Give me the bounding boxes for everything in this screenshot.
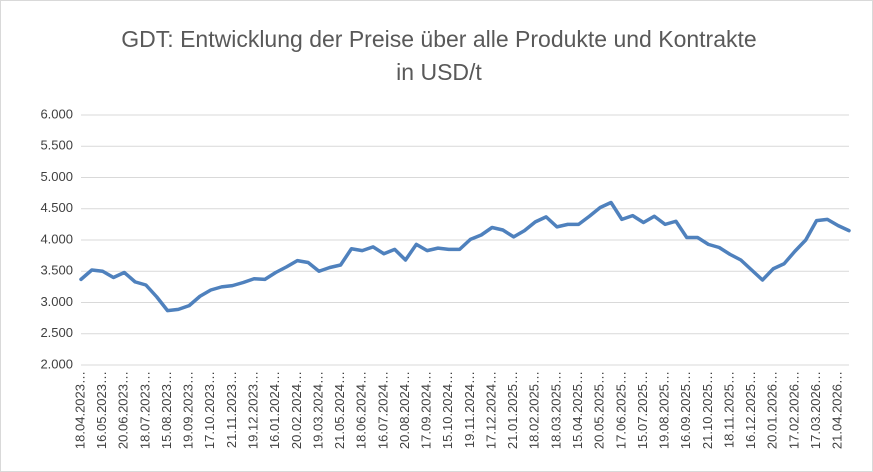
x-tick-label: 15.08.2023… (159, 371, 174, 449)
x-tick-label: 20.06.2023… (116, 371, 131, 449)
y-tick-label: 4.500 (40, 200, 73, 215)
y-tick-label: 4.000 (40, 231, 73, 246)
y-tick-label: 5.000 (40, 169, 73, 184)
x-tick-label: 19.03.2024… (310, 371, 325, 449)
y-tick-label: 6.000 (40, 106, 73, 121)
x-tick-label: 21.10.2025… (700, 371, 715, 449)
x-tick-label: 17.10.2023… (202, 371, 217, 449)
x-tick-label: 16.01.2024… (267, 371, 282, 449)
x-tick-label: 20.05.2025… (592, 371, 607, 449)
x-tick-label: 16.12.2025… (743, 371, 758, 449)
x-tick-label: 20.08.2024… (397, 371, 412, 449)
x-tick-label: 17.06.2025… (613, 371, 628, 449)
x-tick-label: 18.04.2023… (72, 371, 87, 449)
x-tick-label: 17.03.2026… (808, 371, 823, 449)
y-tick-label: 3.000 (40, 294, 73, 309)
x-tick-label: 19.09.2023… (181, 371, 196, 449)
x-tick-label: 20.02.2024… (289, 371, 304, 449)
x-tick-label: 17.09.2024… (419, 371, 434, 449)
x-tick-label: 21.04.2026… (830, 371, 845, 449)
x-tick-label: 17.02.2026… (786, 371, 801, 449)
y-tick-label: 2.500 (40, 325, 73, 340)
y-tick-label: 2.000 (40, 356, 73, 371)
x-tick-label: 18.03.2025… (548, 371, 563, 449)
x-tick-label: 18.11.2025… (721, 371, 736, 448)
x-tick-label: 16.09.2025… (678, 371, 693, 449)
x-tick-label: 15.04.2025… (570, 371, 585, 449)
y-tick-label: 5.500 (40, 138, 73, 153)
x-tick-label: 18.06.2024… (354, 371, 369, 449)
x-tick-label: 16.05.2023… (94, 371, 109, 449)
x-tick-label: 19.12.2023… (246, 371, 261, 449)
x-tick-label: 15.07.2025… (635, 371, 650, 449)
x-tick-label: 20.01.2026… (765, 371, 780, 449)
x-tick-label: 15.10.2024… (440, 371, 455, 449)
x-tick-label: 21.11.2023… (224, 371, 239, 448)
x-tick-label: 19.11.2024… (462, 371, 477, 448)
x-tick-label: 18.02.2025… (527, 371, 542, 449)
y-tick-label: 3.500 (40, 263, 73, 278)
data-line (79, 200, 851, 313)
x-tick-label: 19.08.2025… (657, 371, 672, 449)
x-tick-label: 21.01.2025… (505, 371, 520, 449)
x-tick-label: 18.07.2023… (137, 371, 152, 449)
chart-title: GDT: Entwicklung der Preise über alle Pr… (121, 26, 757, 85)
x-tick-label: 16.07.2024… (375, 371, 390, 449)
x-tick-label: 21.05.2024… (332, 371, 347, 449)
x-tick-label: 17.12.2024… (483, 371, 498, 449)
